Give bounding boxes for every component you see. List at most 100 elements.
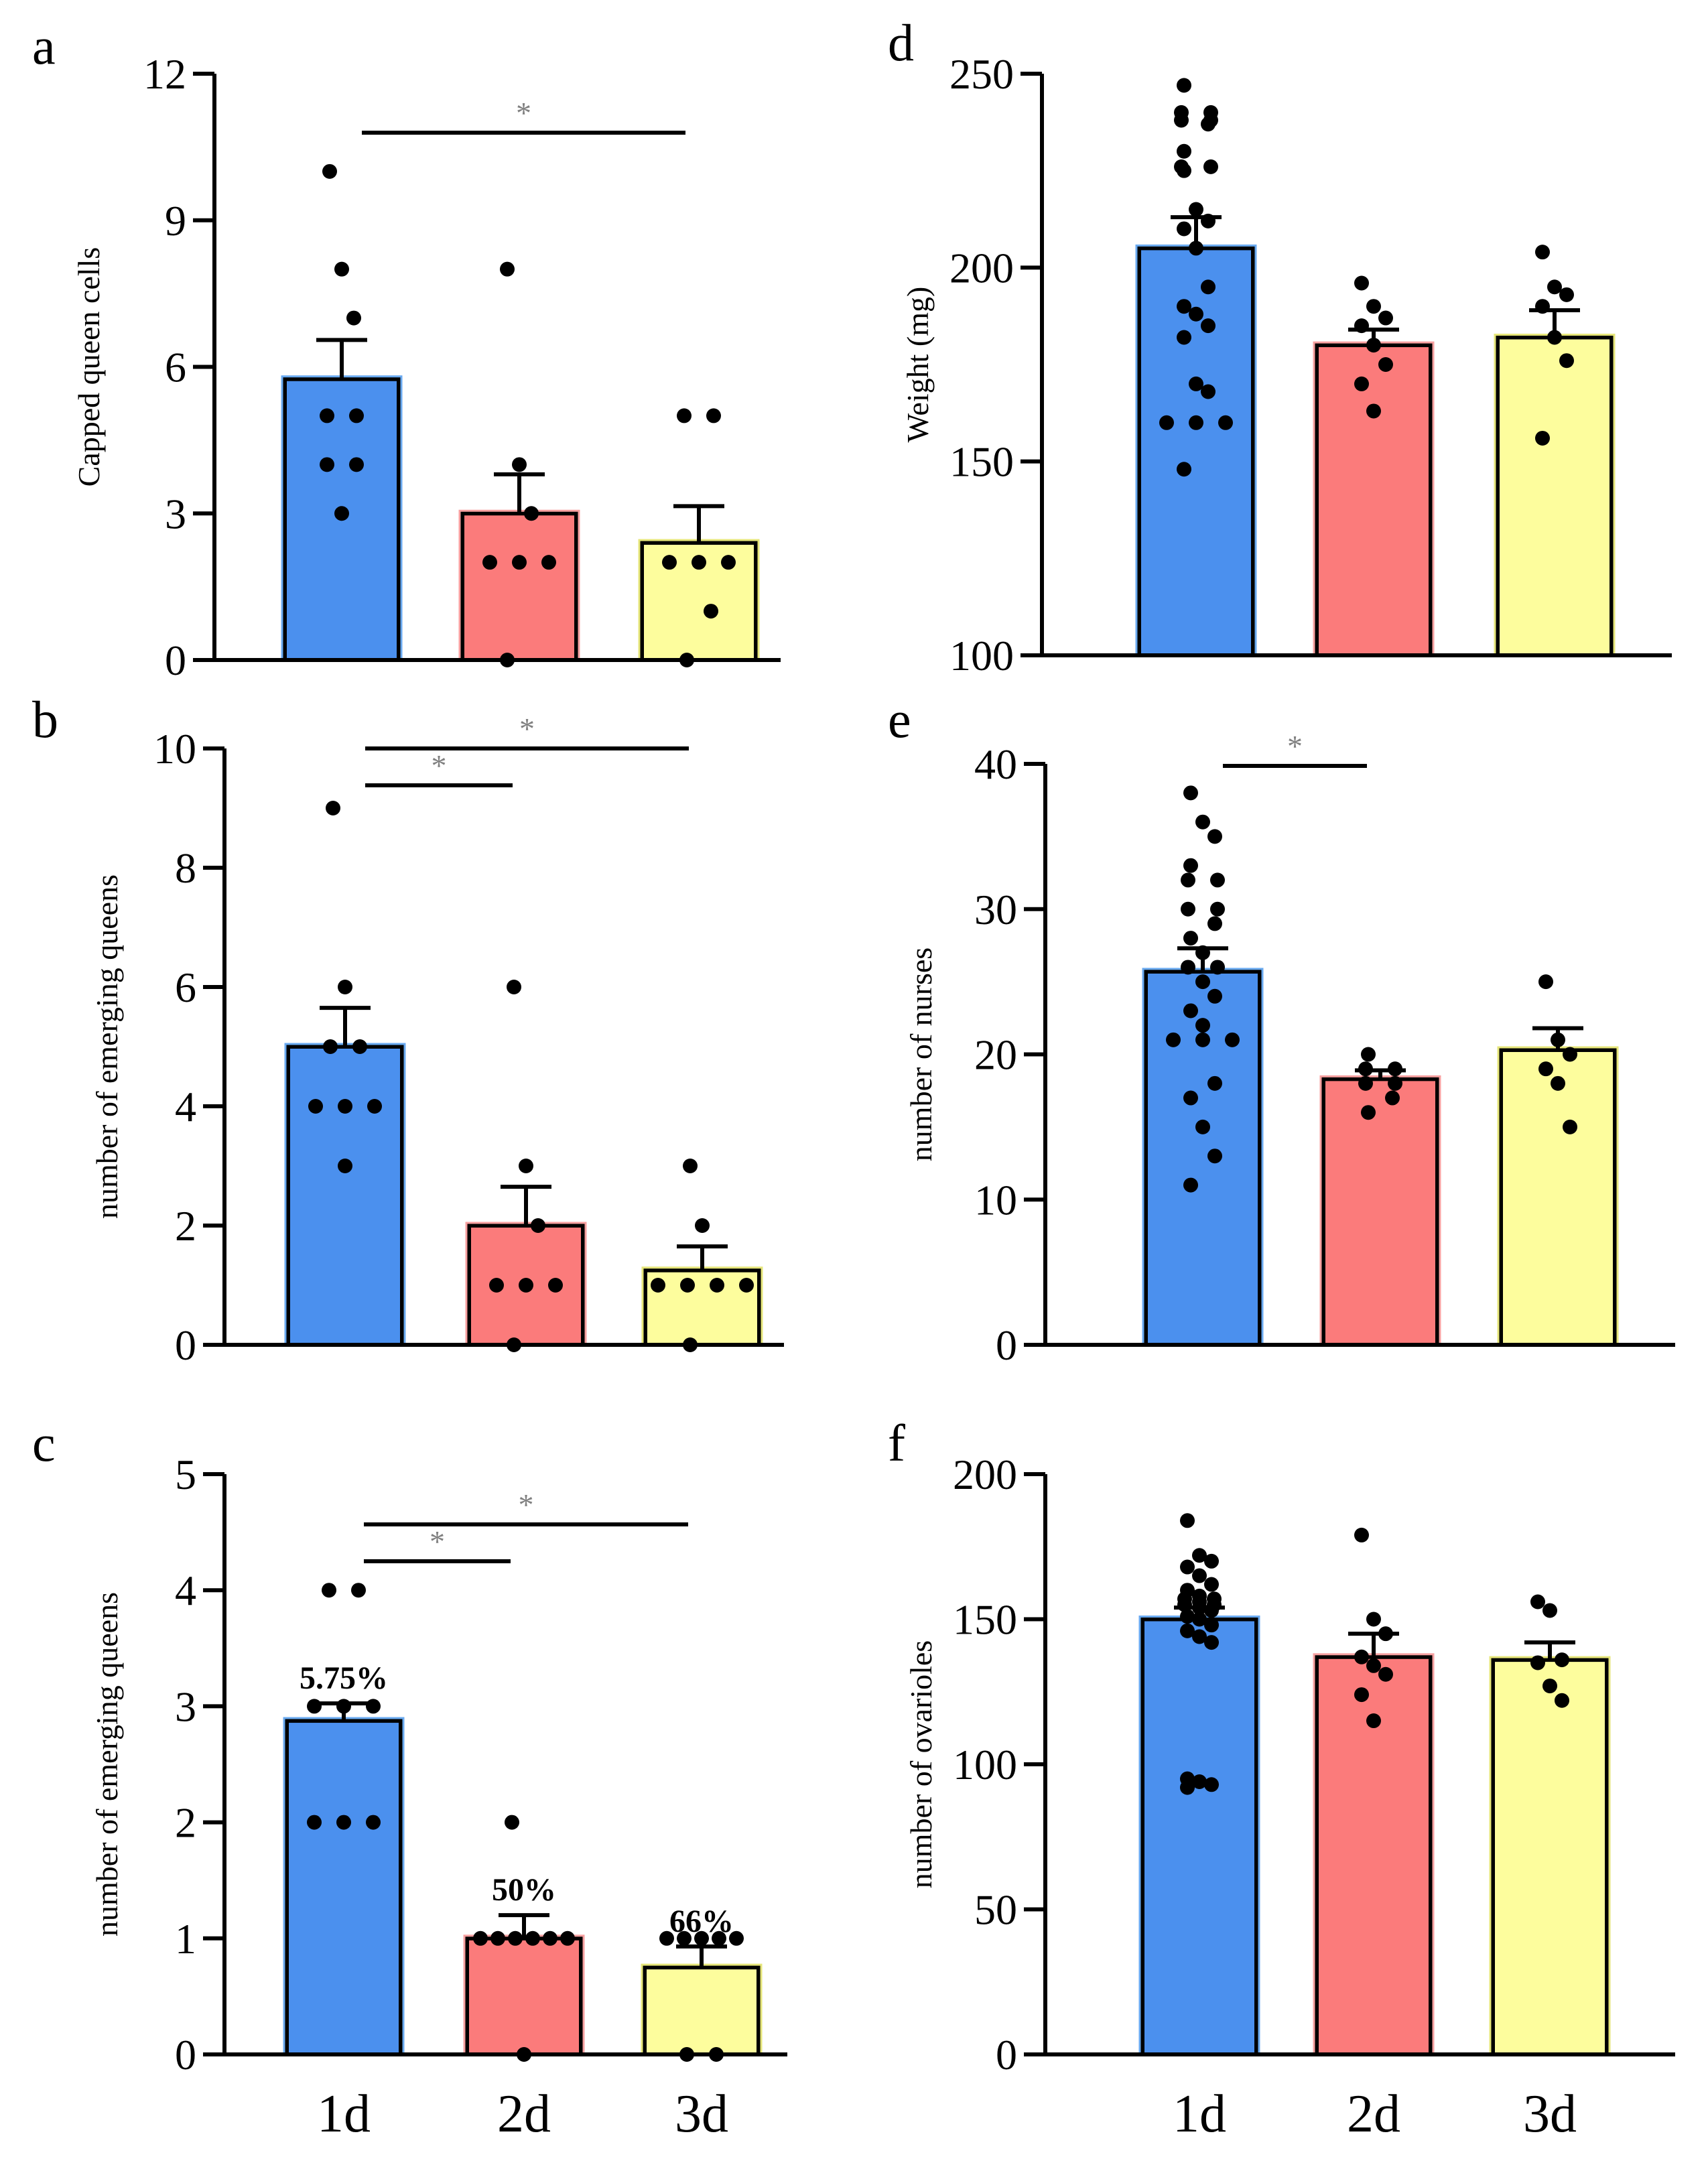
data-point-1d — [1195, 974, 1210, 990]
data-point-3d — [1538, 974, 1553, 990]
panel-label: c — [32, 1414, 56, 1472]
y-axis-label: number of nurses — [904, 947, 938, 1161]
data-point-1d — [1201, 384, 1216, 399]
data-point-2d — [1354, 376, 1369, 391]
data-point-1d — [1177, 1597, 1192, 1612]
data-point-2d — [519, 1159, 533, 1173]
data-point-1d — [1201, 213, 1216, 228]
bar-percent-label: 5.75% — [300, 1660, 388, 1696]
data-point-1d — [1177, 299, 1191, 314]
data-point-2d — [1358, 1061, 1373, 1077]
data-point-2d — [482, 555, 497, 570]
bar-2d — [460, 511, 578, 662]
bar-1d — [285, 1719, 403, 2057]
data-point-3d — [1563, 1119, 1577, 1134]
data-point-1d — [307, 1699, 322, 1714]
x-tick-label: 2d — [497, 2085, 551, 2144]
data-point-1d — [1192, 1548, 1207, 1563]
data-point-3d — [1535, 430, 1550, 446]
y-tick-label: 30 — [974, 886, 1017, 933]
y-tick-label: 9 — [165, 197, 186, 245]
data-point-1d — [1204, 1635, 1219, 1650]
data-point-2d — [1361, 1105, 1376, 1120]
data-point-1d — [349, 457, 364, 472]
panel-b: b number of emerging queens 0 2 4 6 8 10 * * — [32, 690, 784, 1369]
y-tick-label: 40 — [974, 740, 1017, 788]
data-point-2d — [508, 1930, 523, 1946]
data-point-1d — [1218, 415, 1233, 430]
data-point-1d — [1210, 960, 1225, 975]
data-point-1d — [366, 1815, 381, 1830]
data-point-1d — [1201, 318, 1216, 334]
data-point-1d — [338, 1159, 352, 1173]
panel-label: f — [888, 1414, 905, 1472]
data-point-1d — [1204, 1603, 1219, 1618]
data-point-1d — [1192, 1600, 1207, 1616]
y-axis-label: number of ovarioles — [904, 1640, 938, 1888]
data-point-3d — [1555, 1693, 1569, 1708]
data-point-1d — [352, 1039, 367, 1054]
data-point-2d — [541, 555, 556, 570]
significance-star: * — [516, 96, 531, 130]
x-tick-label: 3d — [1523, 2085, 1577, 2144]
y-tick-label: 0 — [996, 1321, 1017, 1369]
data-point-1d — [1180, 1513, 1195, 1528]
data-point-2d — [1378, 1666, 1393, 1682]
data-point-1d — [1195, 945, 1210, 960]
panel-d: d Weight (mg) 100 150 200 250 — [888, 13, 1672, 679]
data-point-3d — [1530, 1594, 1545, 1610]
data-point-1d — [1204, 1777, 1219, 1792]
y-tick-label: 200 — [949, 244, 1014, 291]
data-point-3d — [1530, 1655, 1545, 1670]
data-point-3d — [721, 555, 736, 570]
data-point-2d — [1361, 1047, 1376, 1062]
y-tick-label: 4 — [175, 1083, 196, 1130]
data-point-1d — [338, 980, 352, 994]
data-point-1d — [1189, 376, 1203, 391]
y-tick-label: 12 — [143, 50, 186, 98]
y-tick-label: 5 — [175, 1451, 196, 1498]
data-point-1d — [338, 1099, 352, 1114]
panel-f: f number of ovarioles 0 50 100 150 200 1d 2d 3d — [888, 1414, 1675, 2144]
data-point-2d — [500, 261, 515, 277]
data-point-2d — [473, 1930, 488, 1946]
bar-2d — [465, 1936, 583, 2057]
significance-star: * — [432, 748, 447, 783]
data-point-1d — [351, 1583, 366, 1598]
y-tick-label: 0 — [996, 2031, 1017, 2079]
bar-3d — [1499, 1047, 1617, 1348]
data-point-3d — [1542, 1679, 1557, 1694]
data-point-1d — [334, 261, 349, 277]
x-tick-label: 1d — [317, 2085, 371, 2144]
panel-e: e number of nurses 0 10 20 30 40 * — [888, 690, 1675, 1369]
data-point-1d — [1189, 415, 1203, 430]
data-point-1d — [367, 1099, 382, 1114]
y-tick-label: 3 — [165, 490, 186, 537]
data-point-2d — [1385, 1090, 1400, 1106]
data-point-1d — [1189, 202, 1203, 217]
data-point-1d — [1174, 113, 1189, 128]
data-point-1d — [323, 1039, 338, 1054]
data-point-3d — [1547, 279, 1562, 295]
y-tick-label: 200 — [953, 1451, 1017, 1498]
data-point-2d — [1366, 403, 1381, 419]
data-point-1d — [1180, 1609, 1195, 1624]
data-point-2d — [1366, 1658, 1381, 1673]
data-point-1d — [320, 457, 334, 472]
data-point-1d — [1183, 1177, 1198, 1193]
data-point-2d — [512, 457, 527, 472]
y-tick-label: 1 — [175, 1915, 196, 1963]
data-point-1d — [1166, 1032, 1181, 1047]
data-point-3d — [729, 1930, 744, 1946]
data-point-3d — [1535, 299, 1550, 314]
data-point-2d — [524, 506, 539, 521]
data-point-1d — [1189, 241, 1203, 256]
y-tick-label: 10 — [974, 1176, 1017, 1224]
y-tick-label: 3 — [175, 1683, 196, 1730]
data-point-2d — [1378, 1626, 1393, 1642]
y-tick-label: 2 — [175, 1799, 196, 1847]
data-point-1d — [320, 408, 334, 423]
y-tick-label: 250 — [949, 50, 1014, 98]
panel-label: d — [888, 13, 914, 72]
data-point-3d — [1535, 245, 1550, 260]
